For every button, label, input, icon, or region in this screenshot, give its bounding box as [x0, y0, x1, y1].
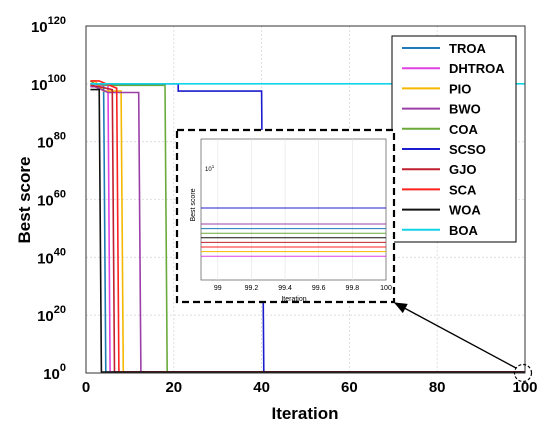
inset-x-tick-label: 99 — [214, 285, 222, 292]
x-tick-label: 20 — [165, 379, 182, 396]
zoom-region-marker — [513, 363, 533, 383]
inset-x-tick-label: 99.8 — [346, 285, 360, 292]
legend-label-bwo: BWO — [449, 102, 481, 117]
x-axis-label: Iteration — [271, 404, 338, 423]
inset-x-tick-label: 99.4 — [278, 285, 292, 292]
x-tick-label: 0 — [82, 379, 90, 396]
legend-label-boa: BOA — [449, 223, 479, 238]
y-tick-label: 1040 — [37, 246, 66, 267]
x-tick-labels: 0 20 40 60 80 100 — [82, 379, 538, 396]
inset-y-tick-exp: 1 — [212, 164, 215, 169]
y-tick-label: 1020 — [37, 304, 66, 325]
series-line-woa — [90, 88, 525, 373]
y-axis-label: Best score — [15, 157, 34, 244]
inset-zoom-plot: 99 99.2 99.4 99.6 99.8 100 101 Best score Ite… — [175, 128, 396, 304]
legend-label-pio: PIO — [449, 81, 471, 96]
inset-y-tick-base: 10 — [205, 167, 212, 173]
inset-x-axis-label: Iteration — [281, 296, 306, 303]
inset-y-axis-label: Best score — [190, 188, 197, 221]
legend-label-dhtroa: DHTROA — [449, 61, 505, 76]
inset-series-lines — [201, 207, 386, 257]
y-tick-labels: 100 1020 1040 1060 1080 10100 10120 — [31, 15, 66, 383]
legend-label-scso: SCSO — [449, 142, 486, 157]
y-tick-label: 100 — [43, 362, 66, 383]
inset-axes — [200, 138, 387, 281]
x-tick-label: 40 — [253, 379, 270, 396]
legend-label-gjo: GJO — [449, 162, 476, 177]
plot-frame — [85, 25, 526, 374]
legend: TROA DHTROA PIO BWO COA SCSO GJO SCA WOA BOA — [391, 35, 517, 243]
legend-label-troa: TROA — [449, 41, 486, 56]
y-tick-label: 10120 — [31, 15, 66, 36]
legend-label-woa: WOA — [449, 203, 481, 218]
inset-x-tick-label: 99.6 — [312, 285, 326, 292]
inset-x-tick-label: 99.2 — [245, 285, 259, 292]
y-tick-label: 1080 — [37, 131, 66, 152]
y-tick-label: 10100 — [31, 73, 66, 94]
zoom-arrow — [393, 302, 517, 369]
legend-label-sca: SCA — [449, 182, 477, 197]
x-tick-label: 60 — [341, 379, 358, 396]
inset-x-tick-labels: 99 99.2 99.4 99.6 99.8 100 — [214, 285, 392, 292]
inset-x-tick-label: 100 — [380, 285, 392, 292]
series-lines — [89, 80, 525, 373]
y-tick-label: 1060 — [37, 189, 66, 210]
x-tick-label: 100 — [512, 379, 537, 396]
legend-label-coa: COA — [449, 122, 479, 137]
legend-box — [391, 35, 517, 243]
inset-y-tick-label: 101 — [205, 164, 215, 173]
x-tick-label: 80 — [429, 379, 446, 396]
